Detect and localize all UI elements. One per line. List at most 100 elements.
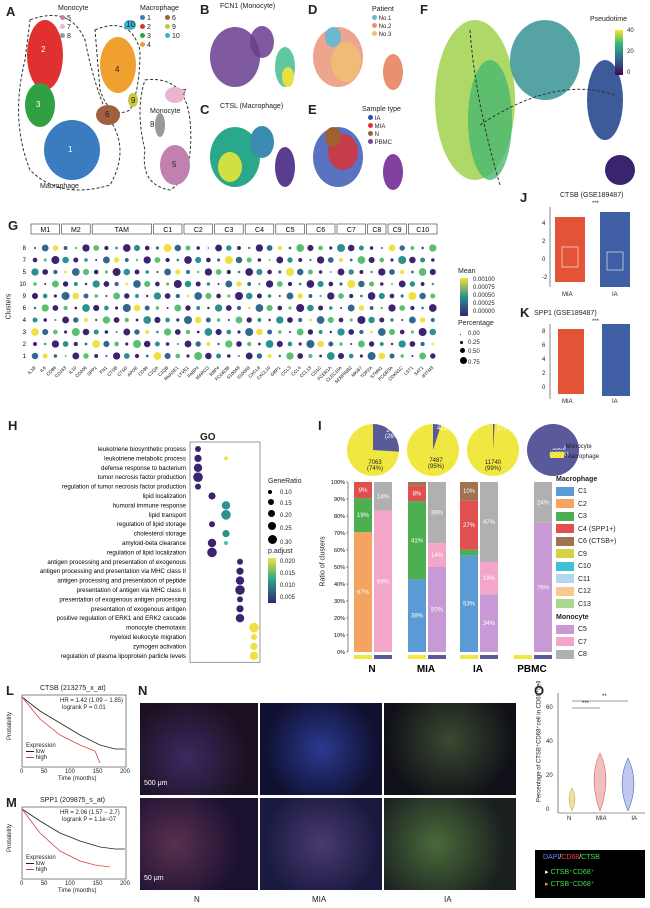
go-dot [224,456,228,461]
dot [135,318,139,322]
dot [298,258,303,262]
legend-item: 8 [66,33,71,40]
go-dot [208,492,216,500]
dot [309,258,312,262]
dot [388,328,396,336]
go-dot [222,530,230,538]
dot [338,257,344,263]
legend-item: C2 [556,499,616,512]
dot [84,258,88,262]
legend-swatch [556,624,574,634]
go-dot [195,483,201,490]
gene-label: SAT1 [413,365,425,377]
dot [143,340,151,348]
dot [296,303,305,313]
go-term: regulation of lipid storage [117,521,187,528]
go-term: lipid transport [149,512,186,519]
bar-segment [408,501,426,580]
panel-title: SPP1 (209875_s_at) [40,797,105,804]
dot [400,269,405,275]
dot [62,281,69,287]
dot [276,316,284,324]
dot [166,282,170,286]
dot [115,331,118,333]
go-dot [194,454,202,462]
dot [217,342,220,346]
column-label: MIA [312,895,327,904]
dot [145,330,150,334]
dot [195,256,202,264]
go-dot [235,585,245,595]
dot [95,259,98,261]
dot [245,352,253,360]
dot [268,259,271,261]
dot [164,293,171,299]
row-label: 4 [23,318,27,324]
macrophage-legend: 1 6 2 9 3 10 4 [140,14,195,50]
go-term: presentation of antigen via MHC class II [77,587,187,594]
dot [288,306,292,310]
dot [307,304,314,312]
dot [51,340,60,348]
if-image-n-low [140,703,258,795]
group-box [61,223,91,235]
dot [31,328,39,336]
go-term: leukotriene metabolic process [104,455,186,462]
dot [316,256,325,264]
dot [348,269,354,275]
group-box [408,223,438,235]
dot [93,245,100,251]
dot [52,245,59,251]
axis-label: Time (months) [58,776,97,782]
dot [318,305,324,311]
dot [94,354,99,358]
dot [431,282,434,286]
dot [215,328,222,336]
significance: *** [592,201,600,207]
dot [349,293,354,299]
km-curve [21,694,127,768]
dot [143,316,152,324]
dot [379,317,385,323]
pie-slice-monocyte [493,424,495,450]
dot [255,244,264,252]
pie-label-monocyte: 2467 (26%) [384,428,401,440]
dot [328,281,334,287]
dot [298,317,303,323]
dot [358,280,365,288]
go-term: presentation of exogenous antigen proces… [59,596,186,603]
gene-label: IL6 [39,365,47,373]
cluster-label: 10 [126,20,135,29]
dot [348,329,355,335]
dot [265,280,274,288]
panel-g: G Clusters M1 M2 TAM C1 C2 C3 C4 C5 C6 C7 C8 C9 C10 8… [0,218,510,406]
dot [176,318,180,322]
dot [32,317,38,323]
bar-segment [460,500,478,550]
dot [143,256,151,264]
dot [154,316,161,324]
violin-plot [557,693,645,814]
dot [236,341,242,347]
dot [144,245,150,251]
dot [122,303,131,313]
dot [309,318,312,322]
dot [408,316,416,324]
dot [286,352,294,360]
panel-title: FCN1 (Monocyte) [220,3,276,10]
panel-d: D Patient No.1 No.2 No.3 [308,0,413,95]
dot [389,353,395,359]
dot [225,305,232,311]
dot [132,339,142,349]
go-dot [237,558,243,565]
row-label: 9 [23,294,27,300]
dot [216,318,221,322]
dot [226,269,231,275]
dot [206,342,211,346]
dot [186,294,190,298]
legend-swatch [556,524,574,534]
dot [42,328,49,336]
dot [174,244,182,252]
go-dot [249,651,259,660]
dot [306,280,315,288]
